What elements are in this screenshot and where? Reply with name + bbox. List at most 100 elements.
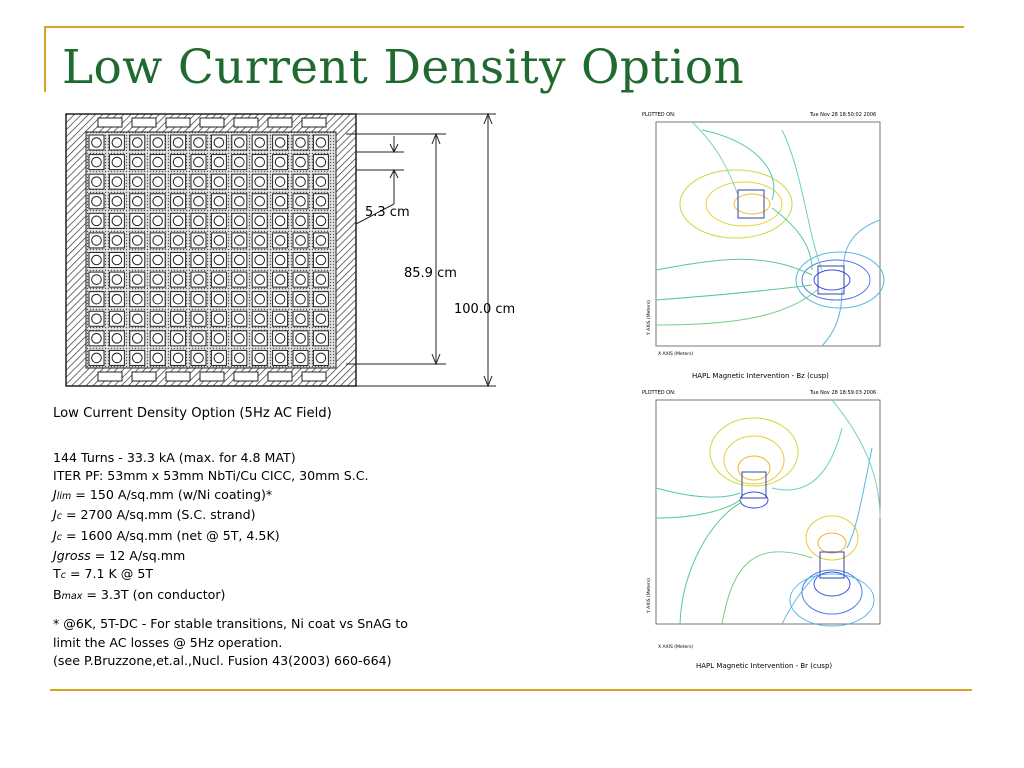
cooling-channel <box>111 195 123 207</box>
cooling-channel <box>111 352 123 364</box>
cooling-channel <box>91 352 102 364</box>
spec-iter: ITER PF: 53mm x 53mm NbTi/Cu CICC, 30mm … <box>53 468 369 484</box>
cooling-channel <box>213 293 225 305</box>
cooling-channel <box>254 333 265 344</box>
top-slots <box>97 117 327 128</box>
cooling-channel <box>193 156 204 168</box>
spec-jc-strand: Jc = 2700 A/sq.mm (S.C. strand) <box>53 506 369 526</box>
br-timestamp: Tue Nov 28 18:59:03 2006 <box>809 390 876 396</box>
jc-net-value: = 1600 A/sq.mm (net @ 5T, 4.5K) <box>61 527 280 543</box>
cooling-channel <box>234 156 245 168</box>
jacket-slot <box>131 117 157 128</box>
cooling-channel <box>172 313 184 325</box>
jacket-slot <box>165 117 191 128</box>
cooling-channel <box>295 313 306 325</box>
cooling-channel <box>213 313 225 325</box>
bz-coil-upper <box>737 189 765 219</box>
cooling-channel <box>234 195 245 207</box>
cooling-channel <box>152 195 163 207</box>
jacket-slot <box>165 371 191 382</box>
cooling-channel <box>193 313 204 325</box>
cooling-channel <box>234 137 245 148</box>
cooling-channel <box>234 333 245 344</box>
bz-y-axis-label: Y AXIS (Meters) <box>646 300 652 336</box>
cooling-channel <box>274 195 286 207</box>
cooling-channel <box>213 195 225 207</box>
bz-x-axis-label: X AXIS (Meters) <box>658 351 693 357</box>
br-field-plot: PLOTTED ON: Tue Nov 28 18:59:03 2006 Y A… <box>632 388 894 673</box>
cooling-channel <box>152 313 163 325</box>
cooling-channel <box>172 293 184 305</box>
cooling-channel <box>315 215 327 227</box>
br-coil-upper <box>741 471 767 499</box>
cooling-channel <box>213 156 225 168</box>
bz-field-plot: PLOTTED ON: Tue Nov 28 18:50:02 2006 Y A… <box>632 110 894 382</box>
cooling-channel <box>91 313 102 325</box>
cooling-channel <box>152 254 163 266</box>
bottom-rule <box>50 689 972 691</box>
cooling-channel <box>193 176 204 187</box>
jc-subscript: c <box>56 511 62 523</box>
cooling-channel <box>213 176 225 187</box>
cooling-channel <box>295 215 306 227</box>
cooling-channel <box>274 235 286 246</box>
bz-timestamp: Tue Nov 28 18:50:02 2006 <box>809 112 876 118</box>
cooling-channel <box>315 176 327 187</box>
cooling-channel <box>254 293 265 305</box>
jacket-slot <box>97 371 123 382</box>
cooling-channel <box>295 352 306 364</box>
bz-field-plot-svg: PLOTTED ON: Tue Nov 28 18:50:02 2006 Y A… <box>642 112 885 357</box>
bz-plot-caption: HAPL Magnetic Intervention - Bz (cusp) <box>692 372 829 380</box>
jacket-slot <box>267 117 293 128</box>
spec-jlim: Jlim = 150 A/sq.mm (w/Ni coating)* <box>53 486 369 506</box>
cooling-channel <box>152 333 163 344</box>
cooling-channel <box>254 215 265 227</box>
cooling-channel <box>234 254 245 266</box>
spec-jc-net: Jc = 1600 A/sq.mm (net @ 5T, 4.5K) <box>53 527 369 547</box>
cooling-channel <box>172 333 184 344</box>
cooling-channel <box>172 195 184 207</box>
cooling-channel <box>274 352 286 364</box>
cooling-channel <box>274 176 286 187</box>
cooling-channel <box>172 176 184 187</box>
cooling-channel <box>213 274 225 285</box>
cooling-channel <box>132 235 143 246</box>
cooling-channel <box>91 293 102 305</box>
footnote-line-3: (see P.Bruzzone,et.al.,Nucl. Fusion 43(2… <box>53 653 392 669</box>
jacket-slot <box>199 371 225 382</box>
cooling-channel <box>234 235 245 246</box>
slide-title: Low Current Density Option <box>62 40 744 95</box>
spec-turns: 144 Turns - 33.3 kA (max. for 4.8 MAT) <box>53 450 296 465</box>
cooling-channel <box>152 274 163 285</box>
cooling-channel <box>315 137 327 148</box>
cooling-channel <box>193 215 204 227</box>
cooling-channel <box>152 156 163 168</box>
jgross-symbol: Jgross <box>53 548 91 564</box>
jacket-slot <box>301 371 327 382</box>
spec-list: 144 Turns - 33.3 kA (max. for 4.8 MAT) I… <box>53 449 369 606</box>
cooling-channel <box>111 293 123 305</box>
cooling-channel <box>315 293 327 305</box>
br-coil-lower <box>819 551 845 579</box>
cooling-channel <box>254 274 265 285</box>
cooling-channel <box>254 176 265 187</box>
footnote-line-2: limit the AC losses @ 5Hz operation. <box>53 634 283 650</box>
cooling-channel <box>254 156 265 168</box>
cooling-channel <box>254 137 265 148</box>
cooling-channel <box>234 313 245 325</box>
section-caption: Low Current Density Option (5Hz AC Field… <box>53 406 332 421</box>
cooling-channel <box>152 352 163 364</box>
cooling-channel <box>193 293 204 305</box>
cable-cells <box>88 134 329 366</box>
cooling-channel <box>172 254 184 266</box>
jacket-slot <box>131 371 157 382</box>
tc-symbol: T <box>53 566 61 582</box>
footnote: * @6K, 5T-DC - For stable transitions, N… <box>53 615 408 671</box>
br-frame <box>655 399 881 625</box>
jacket-slot <box>267 371 293 382</box>
jacket-slot <box>97 117 123 128</box>
jc-symbol: J <box>53 507 57 523</box>
bz-frame <box>655 121 881 347</box>
spec-bmax: Bmax = 3.3T (on conductor) <box>53 586 369 606</box>
bz-plotted-on: PLOTTED ON: <box>642 112 676 118</box>
